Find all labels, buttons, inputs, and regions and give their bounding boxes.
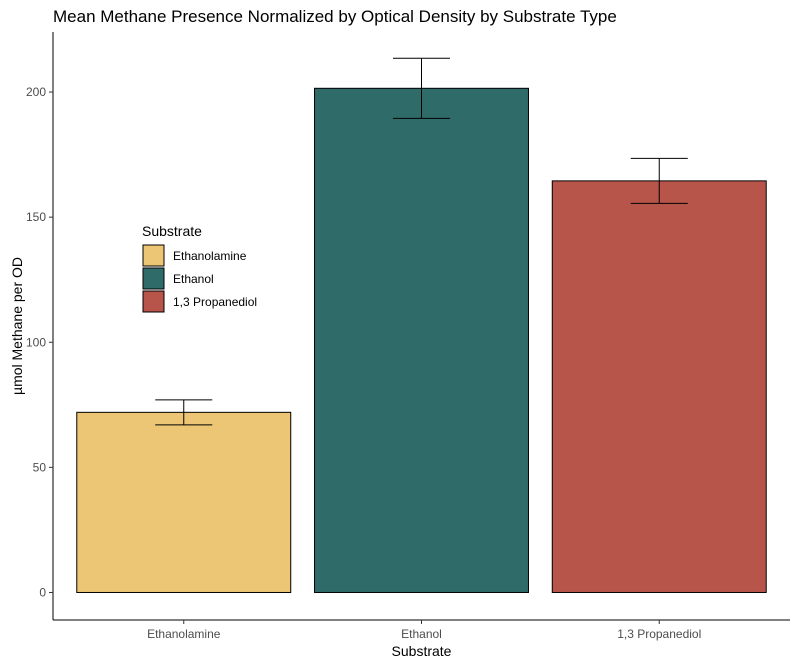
y-axis-ticks: 0 50 100 150 200	[26, 85, 53, 599]
error-bars-layer	[155, 57, 688, 426]
x-tick-label: Ethanolamine	[147, 627, 221, 641]
error-bar	[392, 57, 451, 119]
x-tick-label: 1,3 Propanediol	[617, 627, 701, 641]
y-tick-label: 150	[26, 210, 46, 224]
y-tick-label: 100	[26, 335, 46, 349]
legend-items: Ethanolamine Ethanol 1,3 Propanediol	[142, 244, 257, 313]
legend-label: 1,3 Propanediol	[173, 295, 257, 309]
legend-item: Ethanol	[142, 267, 214, 290]
legend-title: Substrate	[142, 223, 202, 239]
bar-ethanolamine	[76, 411, 292, 593]
bars-layer	[76, 87, 767, 593]
legend-swatch	[142, 244, 165, 267]
x-tick-label: Ethanol	[401, 627, 442, 641]
chart-title: Mean Methane Presence Normalized by Opti…	[53, 7, 617, 26]
legend-label: Ethanolamine	[173, 249, 247, 263]
y-tick-label: 50	[33, 460, 47, 474]
x-axis-title: Substrate	[392, 643, 452, 659]
error-bar	[630, 157, 688, 204]
x-axis-ticks: Ethanolamine Ethanol 1,3 Propanediol	[147, 620, 701, 641]
legend-swatch	[142, 290, 165, 313]
legend-item: 1,3 Propanediol	[142, 290, 257, 313]
y-axis-title: µmol Methane per OD	[9, 257, 25, 395]
y-tick-label: 0	[39, 585, 46, 599]
error-bar	[155, 399, 213, 426]
y-tick-label: 200	[26, 85, 46, 99]
bar-1-3-propanediol	[551, 180, 767, 593]
bar-ethanol	[314, 87, 529, 593]
legend-swatch	[142, 267, 165, 290]
legend-label: Ethanol	[173, 272, 214, 286]
legend: Substrate Ethanolamine Ethanol 1,3 Propane…	[142, 223, 257, 313]
legend-item: Ethanolamine	[142, 244, 247, 267]
